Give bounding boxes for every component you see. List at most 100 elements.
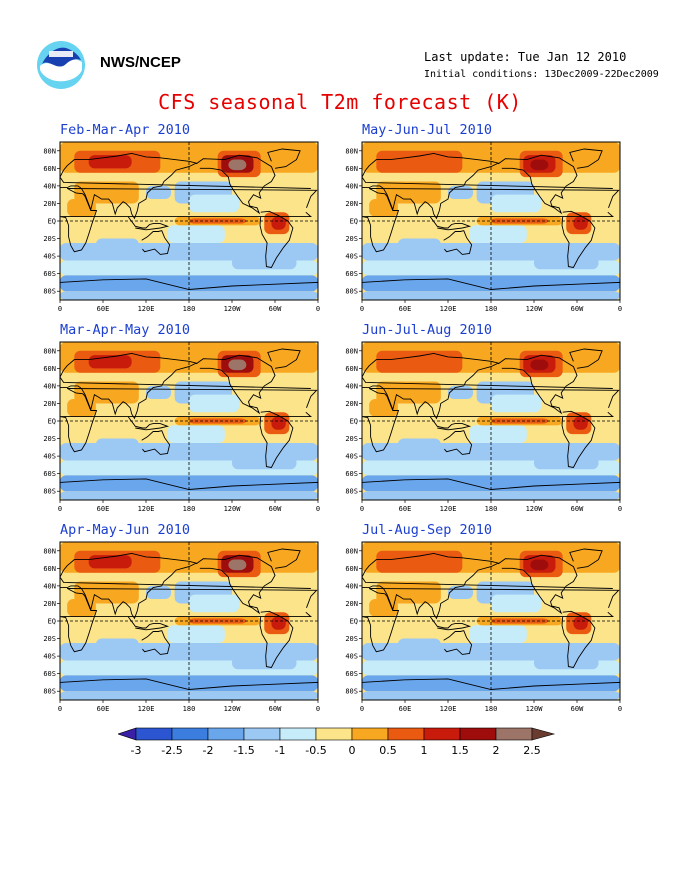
lon-label: 120E [440, 505, 457, 513]
lon-label: 120E [440, 305, 457, 313]
page-title: CFS seasonal T2m forecast (K) [158, 90, 522, 114]
forecast-map-jun-jul-aug: 80N 60N 40N 20N EQ 20S 40S 60S 80S 0 60E 120E 180 120… [345, 341, 622, 513]
lon-label: 0 [360, 505, 364, 513]
lat-label: EQ [350, 418, 358, 426]
lat-label: 40N [345, 382, 358, 390]
panel-title-6: Jul-Aug-Sep 2010 [362, 522, 493, 538]
lon-label: 120W [224, 305, 242, 313]
lat-label: 40S [345, 253, 358, 261]
lat-label: 60S [43, 670, 56, 678]
colorbar-swatch [495, 727, 533, 741]
lat-label: 80S [43, 688, 56, 696]
colorbar-label: -1 [275, 744, 286, 757]
colorbar-label: -2 [203, 744, 214, 757]
lat-label: 80S [43, 488, 56, 496]
forecast-map-jul-aug-sep: 80N 60N 40N 20N EQ 20S 40S 60S 80S 0 60E 120E 180 120… [345, 541, 622, 713]
lat-label: EQ [48, 418, 56, 426]
lon-label: 120W [224, 705, 242, 713]
colorbar-swatch [243, 727, 281, 741]
lat-label: 40N [345, 582, 358, 590]
colorbar-swatch [118, 727, 137, 741]
lon-label: 120W [224, 505, 242, 513]
lat-label: 80N [43, 147, 56, 155]
last-update: Last update: Tue Jan 12 2010 [424, 50, 627, 64]
lat-label: EQ [48, 218, 56, 226]
colorbar-label: 2.5 [523, 744, 541, 757]
lon-label: 0 [316, 505, 320, 513]
lat-label: 80N [43, 347, 56, 355]
color-scale-legend: -3-2.5-2-1.5-1-0.500.511.522.53 [118, 727, 556, 757]
lat-label: 20N [345, 200, 358, 208]
lon-label: 0 [618, 305, 622, 313]
colorbar-swatch [279, 727, 317, 741]
lat-label: 60S [43, 470, 56, 478]
panel-title-4: Jun-Jul-Aug 2010 [362, 322, 493, 338]
lon-label: 60W [571, 505, 584, 513]
forecast-map-apr-may-jun: 80N 60N 40N 20N EQ 20S 40S 60S 80S 0 60E 120E 180 120… [43, 541, 320, 713]
lat-label: 60N [43, 565, 56, 573]
lon-label: 60E [97, 505, 110, 513]
lon-label: 0 [360, 305, 364, 313]
lon-label: 0 [58, 705, 62, 713]
panel-title-5: Apr-May-Jun 2010 [60, 522, 191, 538]
lon-label: 60W [269, 305, 282, 313]
lat-label: 80N [43, 547, 56, 555]
lon-label: 60E [399, 305, 412, 313]
lat-label: 60N [43, 365, 56, 373]
lon-label: 60W [571, 705, 584, 713]
lat-label: 20N [345, 600, 358, 608]
lon-label: 60E [97, 705, 110, 713]
colorbar-label: 0.5 [379, 744, 397, 757]
lat-label: 60N [43, 165, 56, 173]
forecast-map-mar-apr-may: 80N 60N 40N 20N EQ 20S 40S 60S 80S 0 60E 120E 180 120… [43, 341, 320, 513]
lat-label: 60N [345, 165, 358, 173]
lat-label: 20N [345, 400, 358, 408]
colorbar-swatch [207, 727, 245, 741]
lat-label: 80S [345, 488, 358, 496]
lat-label: 40N [43, 382, 56, 390]
lat-label: 20S [43, 235, 56, 243]
lon-label: 120E [440, 705, 457, 713]
lat-label: 40S [43, 453, 56, 461]
initial-conditions: Initial conditions: 13Dec2009-22Dec2009 [424, 69, 659, 80]
agency-label: NWS/NCEP [100, 54, 181, 71]
lon-label: 120E [138, 705, 155, 713]
lat-label: EQ [350, 218, 358, 226]
colorbar-swatch [135, 727, 173, 741]
lat-label: 80S [43, 288, 56, 296]
lat-label: 60S [345, 270, 358, 278]
lat-label: 80N [345, 347, 358, 355]
lat-label: 40N [43, 182, 56, 190]
lon-label: 120E [138, 505, 155, 513]
lat-label: 40N [345, 182, 358, 190]
lon-label: 60E [399, 505, 412, 513]
colorbar-swatch [459, 727, 497, 741]
forecast-map-may-jun-jul: 80N 60N 40N 20N EQ 20S 40S 60S 80S 0 60E 120E 180 120… [345, 141, 622, 313]
lat-label: 20S [345, 635, 358, 643]
lon-label: 180 [183, 705, 196, 713]
lat-label: 60N [345, 365, 358, 373]
lat-label: 20N [43, 600, 56, 608]
panel-title-3: Mar-Apr-May 2010 [60, 322, 191, 338]
lat-label: 60S [345, 670, 358, 678]
lon-label: 0 [316, 305, 320, 313]
lon-label: 120E [138, 305, 155, 313]
lat-label: 60N [345, 565, 358, 573]
lon-label: 60W [571, 305, 584, 313]
lat-label: 20S [43, 435, 56, 443]
colorbar-swatch [315, 727, 353, 741]
lon-label: 0 [618, 705, 622, 713]
panel-title-1: Feb-Mar-Apr 2010 [60, 122, 191, 138]
lat-label: 40S [345, 453, 358, 461]
lon-label: 0 [58, 305, 62, 313]
lat-label: 40S [345, 653, 358, 661]
lat-label: 60S [43, 270, 56, 278]
lon-label: 60E [399, 705, 412, 713]
colorbar-swatch [531, 727, 556, 741]
lon-label: 60E [97, 305, 110, 313]
panel-title-2: May-Jun-Jul 2010 [362, 122, 493, 138]
colorbar-label: -3 [131, 744, 142, 757]
lon-label: 180 [485, 305, 498, 313]
lat-label: 80N [345, 147, 358, 155]
colorbar-label: 2 [493, 744, 500, 757]
